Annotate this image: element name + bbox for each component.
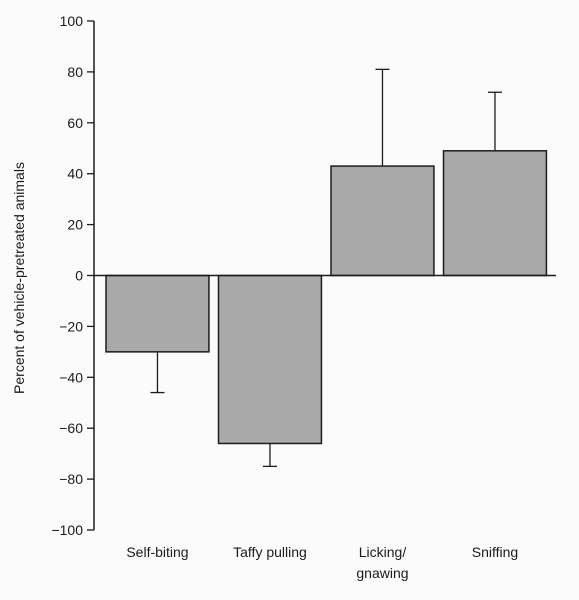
bar [217, 274, 323, 445]
category-label: Licking/gnawing [356, 544, 408, 581]
y-tick-label: 40 [67, 166, 83, 182]
bars [105, 150, 548, 445]
error-bars [150, 68, 502, 468]
y-tick-label: 0 [75, 268, 83, 284]
y-axis-ticks: 100 80 60 40 20 0 −20 −40 −60 −80 −100 [51, 13, 94, 538]
y-tick-label: −20 [59, 318, 83, 334]
y-tick-label: 60 [67, 115, 83, 131]
y-tick-label: −100 [51, 522, 83, 538]
y-tick-label: −60 [59, 420, 83, 436]
y-tick-label: 80 [67, 64, 83, 80]
category-label: Sniffing [472, 544, 518, 560]
y-tick-label: −80 [59, 471, 83, 487]
category-label: Taffy pulling [233, 544, 307, 560]
category-labels: Self-biting Taffy pulling Licking/gnawing S… [126, 544, 518, 581]
bar [330, 165, 435, 277]
y-axis-title-group: Percent of vehicle-pretreated animals [11, 162, 27, 394]
category-label: Self-biting [126, 544, 188, 560]
bar [442, 150, 548, 277]
y-tick-label: −40 [59, 369, 83, 385]
y-axis-title: Percent of vehicle-pretreated animals [11, 162, 27, 394]
y-tick-label: 20 [67, 217, 83, 233]
bar [105, 274, 210, 353]
y-tick-label: 100 [60, 13, 84, 29]
